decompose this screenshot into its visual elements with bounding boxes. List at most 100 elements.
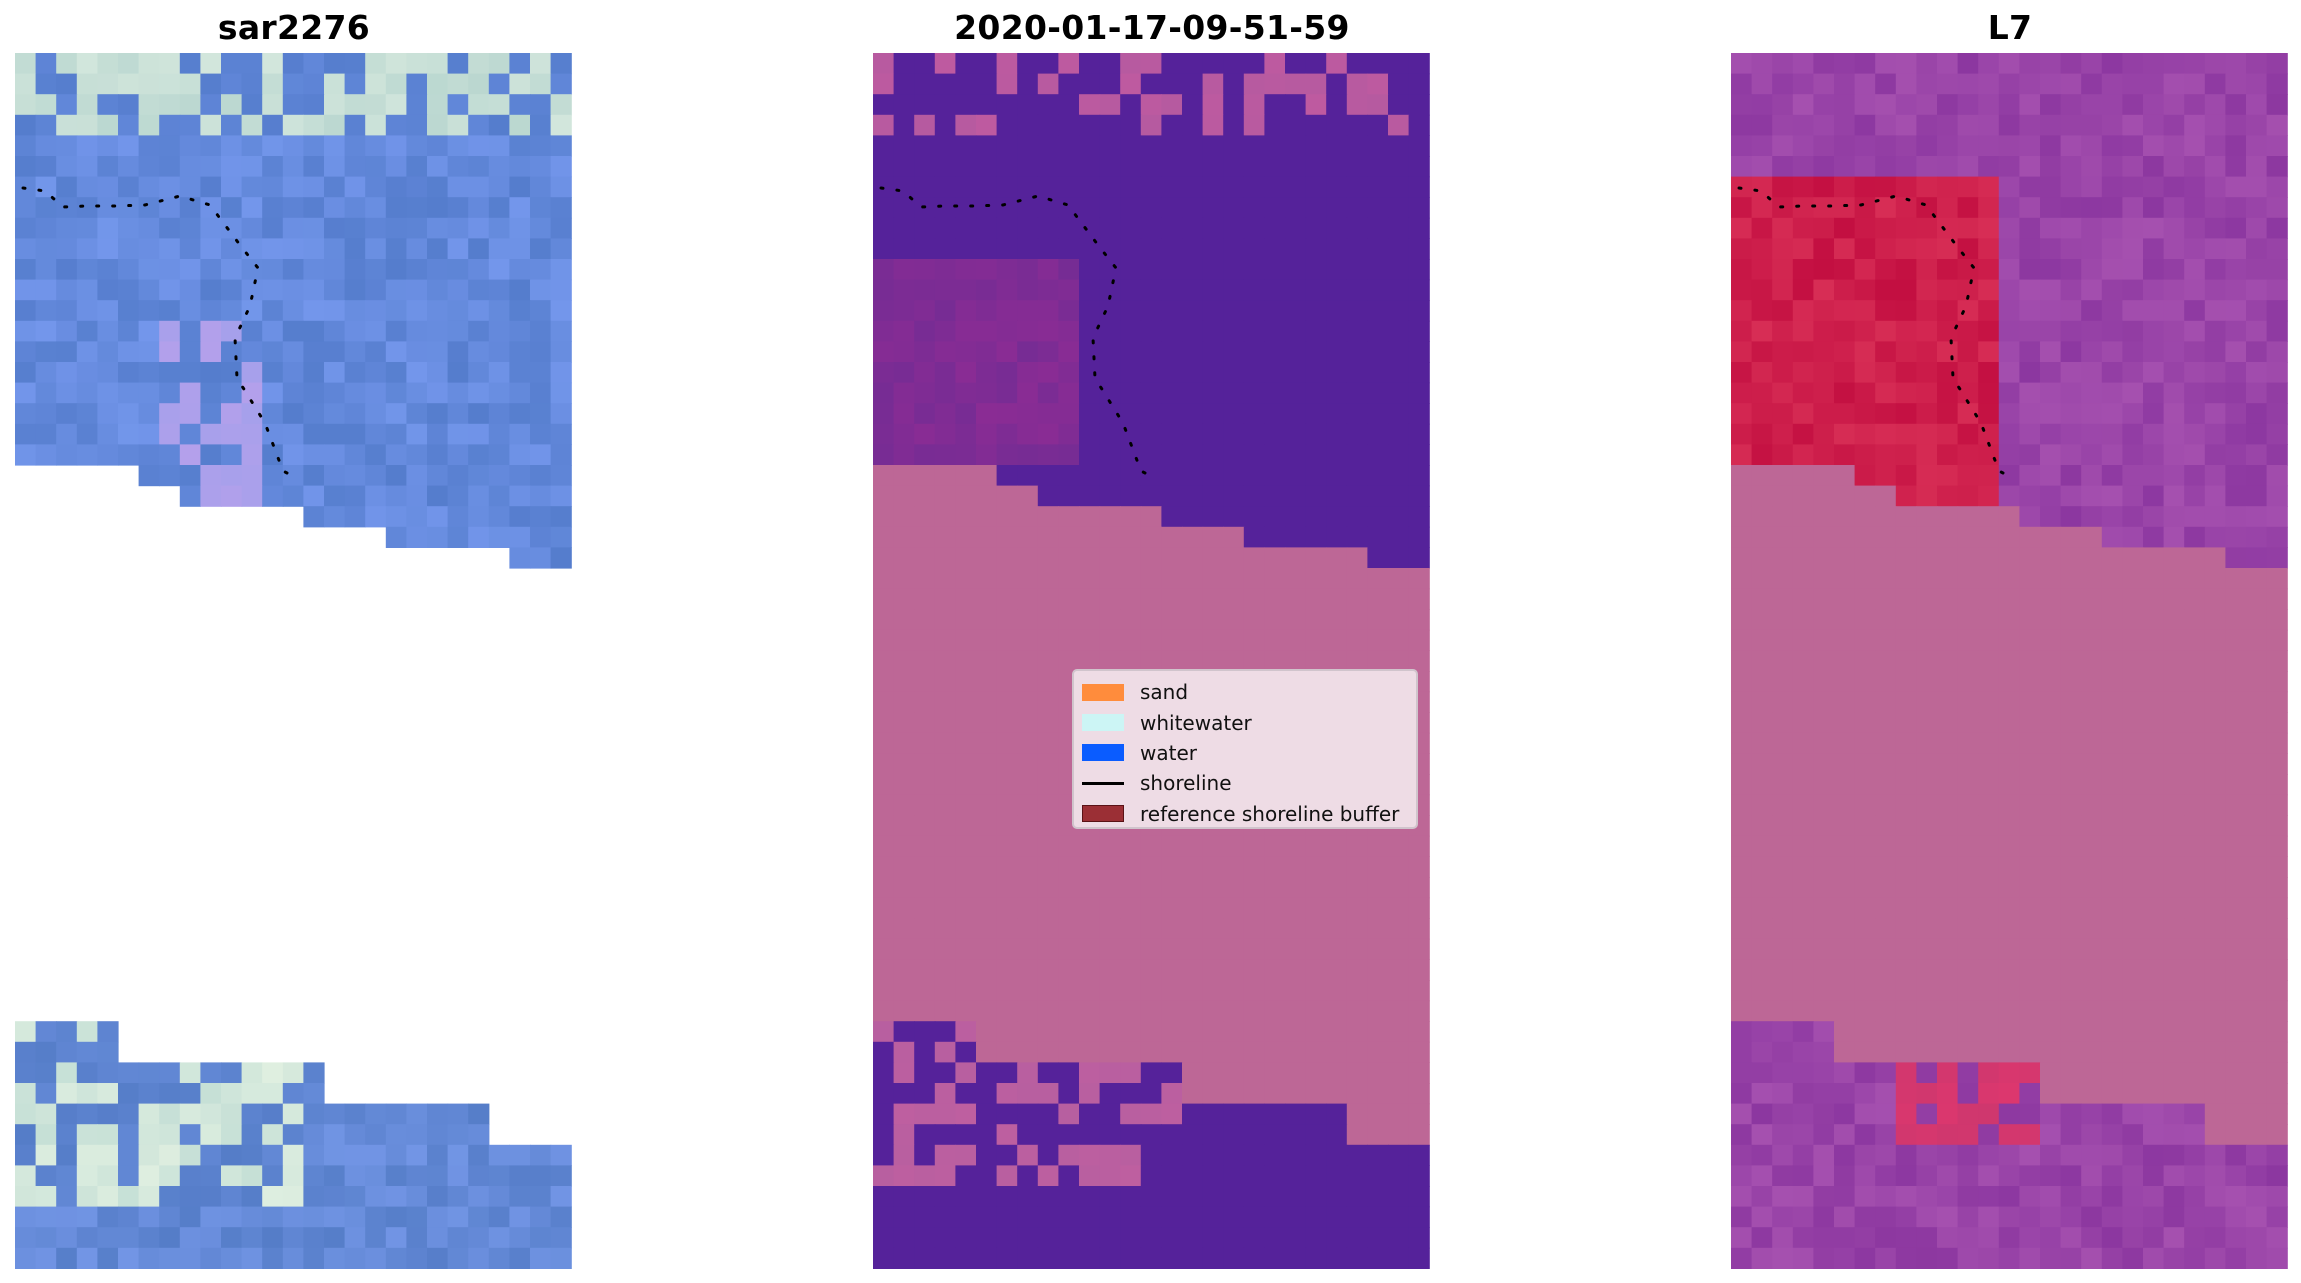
- raster-pixel: [35, 1206, 57, 1228]
- raster-pixel: [1161, 197, 1183, 219]
- raster-pixel: [1346, 382, 1368, 404]
- raster-pixel: [262, 156, 284, 178]
- raster-pixel: [1264, 547, 1286, 569]
- raster-pixel: [873, 320, 895, 342]
- raster-pixel: [1264, 1062, 1286, 1084]
- raster-pixel: [1058, 918, 1080, 940]
- raster-pixel: [1751, 547, 1773, 569]
- raster-pixel: [2040, 176, 2062, 198]
- raster-pixel: [2019, 712, 2041, 734]
- raster-pixel: [2143, 1206, 2165, 1228]
- raster-pixel: [893, 856, 915, 878]
- raster-pixel: [1895, 815, 1917, 837]
- raster-pixel: [2122, 320, 2144, 342]
- raster-pixel: [1875, 53, 1897, 75]
- raster-pixel: [2122, 609, 2144, 631]
- raster-pixel: [976, 1021, 998, 1043]
- raster-pixel: [2266, 774, 2288, 796]
- raster-pixel: [200, 1124, 222, 1146]
- raster-pixel: [2040, 238, 2062, 260]
- raster-pixel: [893, 238, 915, 260]
- raster-pixel: [509, 1206, 531, 1228]
- raster-pixel: [97, 1165, 119, 1187]
- raster-pixel: [2204, 938, 2226, 960]
- raster-pixel: [1079, 362, 1101, 384]
- raster-pixel: [1243, 506, 1265, 528]
- raster-pixel: [1772, 341, 1794, 363]
- raster-pixel: [2019, 238, 2041, 260]
- raster-pixel: [1875, 94, 1897, 116]
- raster-pixel: [2163, 815, 2185, 837]
- raster-pixel: [2143, 320, 2165, 342]
- raster-pixel: [385, 444, 407, 466]
- raster-pixel: [1017, 1227, 1039, 1249]
- raster-pixel: [1957, 217, 1979, 239]
- raster-pixel: [2019, 1021, 2041, 1043]
- raster-pixel: [1079, 320, 1101, 342]
- raster-pixel: [996, 94, 1018, 116]
- raster-pixel: [1079, 197, 1101, 219]
- raster-pixel: [914, 650, 936, 672]
- raster-pixel: [1182, 217, 1204, 239]
- raster-pixel: [1916, 588, 1938, 610]
- raster-pixel: [1937, 691, 1959, 713]
- raster-pixel: [1388, 53, 1410, 75]
- raster-pixel: [1305, 94, 1327, 116]
- raster-pixel: [934, 1227, 956, 1249]
- raster-pixel: [1408, 259, 1430, 281]
- raster-pixel: [1388, 1247, 1410, 1269]
- raster-pixel: [1388, 1124, 1410, 1146]
- raster-pixel: [1305, 609, 1327, 631]
- raster-pixel: [76, 1103, 98, 1125]
- raster-pixel: [914, 547, 936, 569]
- raster-pixel: [1731, 1021, 1753, 1043]
- raster-pixel: [893, 671, 915, 693]
- raster-pixel: [550, 135, 572, 157]
- raster-pixel: [2225, 629, 2247, 651]
- raster-pixel: [2246, 671, 2268, 693]
- raster-pixel: [2143, 959, 2165, 981]
- raster-pixel: [2122, 197, 2144, 219]
- raster-pixel: [1346, 1247, 1368, 1269]
- raster-pixel: [2225, 259, 2247, 281]
- raster-pixel: [1346, 629, 1368, 651]
- raster-pixel: [1367, 114, 1389, 136]
- raster-pixel: [1875, 1083, 1897, 1105]
- raster-pixel: [2204, 1041, 2226, 1063]
- raster-pixel: [2143, 1062, 2165, 1084]
- raster-pixel: [1813, 382, 1835, 404]
- raster-pixel: [262, 53, 284, 75]
- raster-pixel: [1978, 1041, 2000, 1063]
- raster-pixel: [447, 1124, 469, 1146]
- raster-pixel: [1388, 959, 1410, 981]
- raster-pixel: [2081, 197, 2103, 219]
- raster-pixel: [1161, 320, 1183, 342]
- raster-pixel: [262, 362, 284, 384]
- raster-pixel: [1285, 279, 1307, 301]
- raster-pixel: [1182, 135, 1204, 157]
- raster-pixel: [2040, 465, 2062, 487]
- raster-pixel: [385, 279, 407, 301]
- raster-pixel: [1017, 403, 1039, 425]
- raster-pixel: [1792, 444, 1814, 466]
- raster-pixel: [1834, 1206, 1856, 1228]
- raster-pixel: [2019, 732, 2041, 754]
- raster-pixel: [1223, 1144, 1245, 1166]
- raster-pixel: [221, 279, 243, 301]
- raster-pixel: [1305, 650, 1327, 672]
- raster-pixel: [1751, 897, 1773, 919]
- raster-pixel: [1792, 774, 1814, 796]
- raster-pixel: [427, 423, 449, 445]
- raster-pixel: [138, 156, 160, 178]
- raster-pixel: [1243, 877, 1265, 899]
- raster-pixel: [1182, 1206, 1204, 1228]
- raster-pixel: [1367, 279, 1389, 301]
- raster-pixel: [1895, 671, 1917, 693]
- raster-pixel: [996, 341, 1018, 363]
- raster-pixel: [118, 300, 140, 322]
- raster-pixel: [1037, 918, 1059, 940]
- raster-pixel: [303, 341, 325, 363]
- raster-pixel: [996, 753, 1018, 775]
- raster-pixel: [2040, 53, 2062, 75]
- raster-pixel: [1367, 877, 1389, 899]
